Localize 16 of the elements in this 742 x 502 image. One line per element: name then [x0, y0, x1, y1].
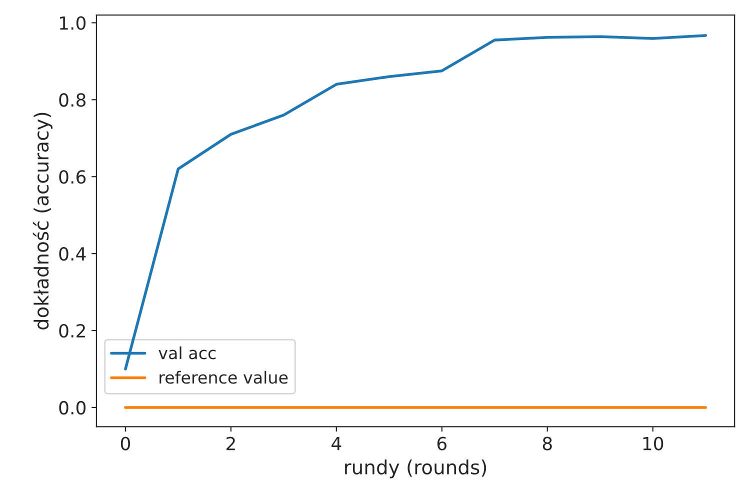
y-tick-label: 1.0	[60, 16, 86, 30]
y-tick-label: 0.4	[59, 247, 86, 261]
x-axis-title: rundy (rounds)	[345, 459, 486, 478]
y-axis-title: dokładność (accuracy)	[32, 112, 52, 330]
x-tick-label: 10	[643, 436, 664, 450]
x-tick-label: 0	[120, 436, 130, 450]
y-tick-label: 0.0	[59, 400, 86, 415]
y-tick-label: 0.6	[59, 170, 86, 184]
y-tick-label: 0.2	[59, 324, 85, 338]
x-tick-label: 2	[226, 436, 235, 450]
x-tick-label: 8	[542, 436, 552, 450]
x-tick-label: 6	[437, 436, 446, 450]
legend-label: val acc	[158, 346, 216, 360]
x-tick-label: 4	[332, 436, 342, 450]
y-tick-label: 0.8	[59, 93, 86, 107]
legend-label: reference value	[160, 370, 288, 384]
